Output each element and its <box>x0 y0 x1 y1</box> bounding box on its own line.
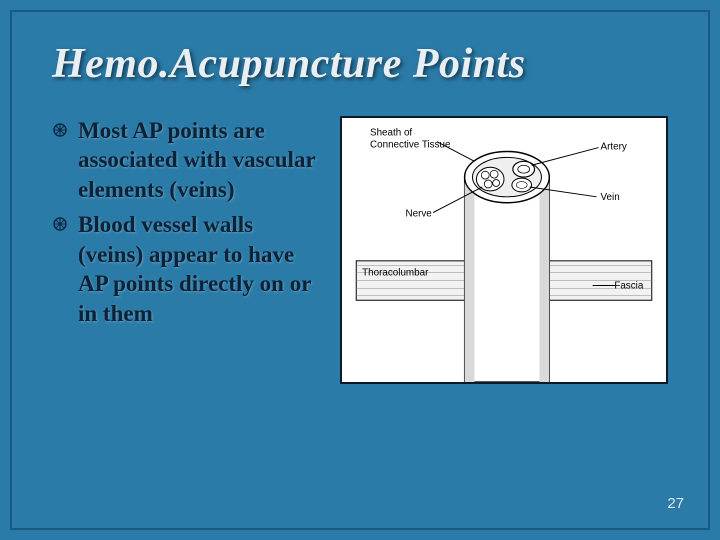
anatomy-diagram: Sheath ofConnective Tissue Artery Nerve … <box>340 116 668 384</box>
bullet-text: Most AP points are associated with vascu… <box>78 116 322 204</box>
slide-frame: Hemo.Acupuncture Points Most AP points a… <box>10 10 710 530</box>
bullet-list: Most AP points are associated with vascu… <box>52 116 322 384</box>
bullet-glyph-icon <box>52 122 74 204</box>
label-thoracolumbar: Thoracolumbar <box>362 268 429 279</box>
content-row: Most AP points are associated with vascu… <box>52 116 668 384</box>
list-item: Most AP points are associated with vascu… <box>76 116 322 204</box>
page-number: 27 <box>667 495 684 512</box>
label-nerve: Nerve <box>405 209 432 220</box>
label-vein: Vein <box>601 192 620 203</box>
list-item: Blood vessel walls (veins) appear to hav… <box>76 210 322 328</box>
label-sheath-1: Sheath ofConnective Tissue <box>370 128 451 151</box>
label-artery: Artery <box>601 142 627 153</box>
bullet-glyph-icon <box>52 216 74 328</box>
bullet-text: Blood vessel walls (veins) appear to hav… <box>78 210 322 328</box>
label-fascia: Fascia <box>614 280 644 291</box>
slide-title: Hemo.Acupuncture Points <box>52 40 668 88</box>
